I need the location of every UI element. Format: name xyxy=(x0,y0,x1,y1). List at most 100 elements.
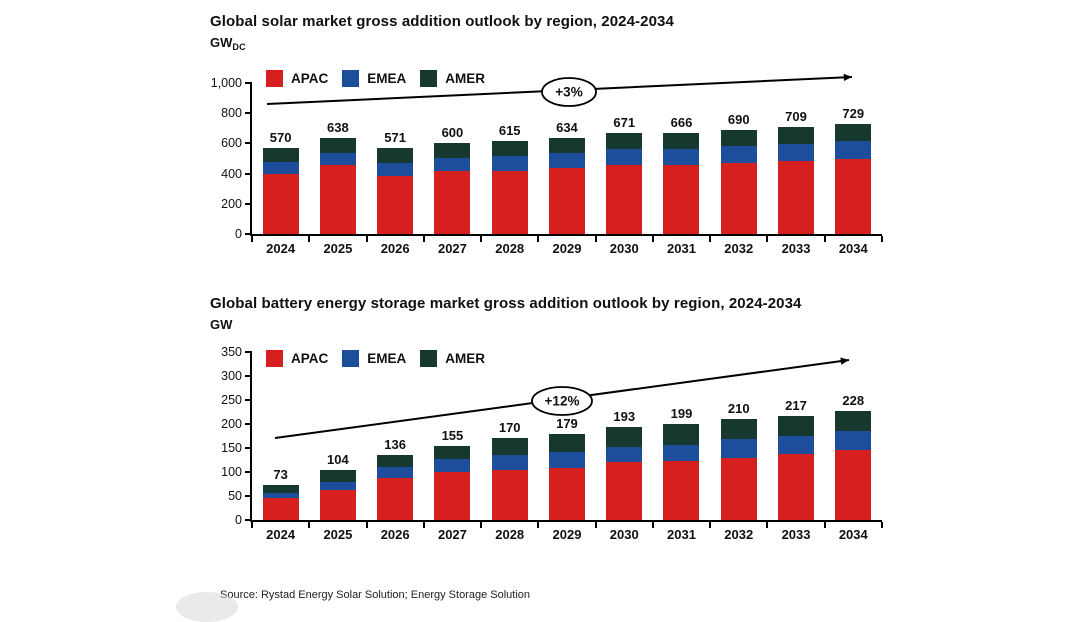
solar-y-tick-label: 0 xyxy=(235,227,242,241)
battery-y-tick-label: 150 xyxy=(221,441,242,455)
solar-bar-segment-apac-2034 xyxy=(835,159,872,234)
solar-x-tick xyxy=(823,236,826,242)
solar-bar-slot-2024: 570 xyxy=(252,83,309,234)
solar-x-tick xyxy=(594,236,597,242)
solar-y-tick-label: 400 xyxy=(221,166,242,181)
battery-bar-segment-emea-2025 xyxy=(319,481,356,490)
solar-y-tick xyxy=(245,172,252,175)
battery-bar-segment-emea-2034 xyxy=(835,430,872,451)
battery-y-tick xyxy=(245,423,252,425)
battery-bar-segment-emea-2031 xyxy=(663,444,700,462)
battery-bar-slot-2031: 199 xyxy=(653,352,710,520)
solar-x-tick xyxy=(422,236,425,242)
battery-y-tick xyxy=(245,375,252,377)
battery-x-tick xyxy=(308,522,311,528)
solar-x-tick xyxy=(480,236,483,242)
battery-bar-total-label-2028: 170 xyxy=(498,420,521,436)
battery-x-tick xyxy=(365,522,368,528)
solar-bar-2027: 600 xyxy=(434,125,471,234)
battery-bar-2033: 217 xyxy=(778,398,815,520)
battery-y-tick-label: 50 xyxy=(228,489,242,503)
solar-bar-segment-amer-2030 xyxy=(606,132,643,149)
battery-x-tick xyxy=(594,522,597,528)
battery-legend-swatch-amer xyxy=(420,350,438,367)
solar-bar-total-label-2029: 634 xyxy=(556,120,578,136)
battery-chart-title: Global battery energy storage market gro… xyxy=(210,295,802,312)
solar-bar-total-label-2034: 729 xyxy=(842,106,865,122)
battery-bar-2029: 179 xyxy=(548,416,585,520)
watermark xyxy=(176,592,238,622)
solar-x-label-2025: 2025 xyxy=(323,241,353,256)
battery-x-label-2033: 2033 xyxy=(781,527,811,542)
battery-bar-total-label-2024: 73 xyxy=(273,466,288,482)
solar-bar-segment-emea-2027 xyxy=(434,157,471,172)
solar-bar-segment-amer-2031 xyxy=(663,133,700,150)
battery-bar-segment-amer-2025 xyxy=(319,470,356,482)
battery-bar-slot-2029: 179 xyxy=(538,352,595,520)
source-note: Source: Rystad Energy Solar Solution; En… xyxy=(220,589,531,601)
battery-x-tick xyxy=(766,522,769,528)
battery-y-tick xyxy=(245,399,252,401)
solar-bar-2033: 709 xyxy=(778,109,815,234)
solar-bar-segment-emea-2024 xyxy=(262,162,299,174)
battery-legend: APAC EMEA AMER xyxy=(266,350,485,367)
battery-bar-segment-apac-2031 xyxy=(663,461,700,520)
solar-x-tick xyxy=(766,236,769,242)
battery-bar-total-label-2034: 228 xyxy=(842,392,865,408)
solar-bar-segment-emea-2029 xyxy=(548,153,585,169)
solar-bar-segment-apac-2033 xyxy=(778,160,815,234)
solar-x-label-2030: 2030 xyxy=(609,241,639,256)
battery-y-tick-label: 300 xyxy=(221,369,242,383)
battery-bar-2034: 228 xyxy=(835,393,872,520)
solar-x-tick xyxy=(308,236,311,242)
battery-bar-total-label-2026: 136 xyxy=(384,436,407,452)
solar-x-label-2029: 2029 xyxy=(552,241,582,256)
solar-chart-title: Global solar market gross addition outlo… xyxy=(210,13,674,30)
solar-bar-segment-amer-2033 xyxy=(778,127,815,144)
solar-bar-segment-amer-2024 xyxy=(262,148,299,163)
solar-bar-2024: 570 xyxy=(262,130,299,234)
battery-bar-slot-2034: 228 xyxy=(825,352,882,520)
solar-bar-segment-apac-2030 xyxy=(606,164,643,234)
battery-x-label-2024: 2024 xyxy=(266,527,296,542)
solar-chart-unit: GWDC xyxy=(210,35,246,52)
battery-y-tick xyxy=(245,495,252,497)
solar-bar-segment-amer-2026 xyxy=(377,147,414,163)
solar-bar-total-label-2033: 709 xyxy=(785,109,807,125)
solar-bar-2030: 671 xyxy=(606,115,643,234)
battery-bar-segment-emea-2024 xyxy=(262,492,299,499)
solar-x-label-2026: 2026 xyxy=(380,241,410,256)
solar-bar-2031: 666 xyxy=(663,115,700,234)
solar-bar-slot-2032: 690 xyxy=(710,83,767,234)
solar-bar-slot-2031: 666 xyxy=(653,83,710,234)
solar-y-tick-label: 200 xyxy=(221,196,242,211)
solar-bar-2025: 638 xyxy=(319,120,356,234)
solar-x-tick xyxy=(709,236,712,242)
solar-bar-segment-apac-2026 xyxy=(377,175,414,234)
battery-bar-2024: 73 xyxy=(262,467,299,520)
solar-legend-item-apac: APAC xyxy=(266,70,328,87)
battery-bar-total-label-2029: 179 xyxy=(556,416,578,432)
solar-bar-total-label-2025: 638 xyxy=(327,119,349,135)
solar-bar-segment-apac-2027 xyxy=(434,171,471,234)
battery-x-label-2030: 2030 xyxy=(609,527,639,542)
battery-bar-2031: 199 xyxy=(663,406,700,520)
solar-bar-total-label-2024: 570 xyxy=(269,130,292,146)
solar-x-label-2028: 2028 xyxy=(495,241,525,256)
solar-x-label-2033: 2033 xyxy=(781,241,811,256)
solar-bar-total-label-2032: 690 xyxy=(727,111,750,127)
solar-y-tick xyxy=(245,112,252,115)
battery-bar-segment-apac-2024 xyxy=(262,498,299,520)
solar-legend-swatch-amer xyxy=(420,70,438,87)
battery-bar-segment-apac-2028 xyxy=(491,469,528,520)
solar-x-axis-labels: 2024 2025 2026 2027 2028 2029 2030 2031 2032 2033… xyxy=(252,241,882,256)
battery-bar-slot-2030: 193 xyxy=(596,352,653,520)
solar-bar-segment-emea-2026 xyxy=(377,162,414,176)
battery-bar-segment-emea-2027 xyxy=(434,459,471,472)
solar-x-tick xyxy=(365,236,368,242)
battery-bar-segment-amer-2024 xyxy=(262,484,299,493)
battery-bar-segment-amer-2032 xyxy=(720,419,757,440)
battery-x-tick xyxy=(480,522,483,528)
battery-y-tick xyxy=(245,447,252,449)
solar-y-tick-label: 600 xyxy=(221,136,242,151)
